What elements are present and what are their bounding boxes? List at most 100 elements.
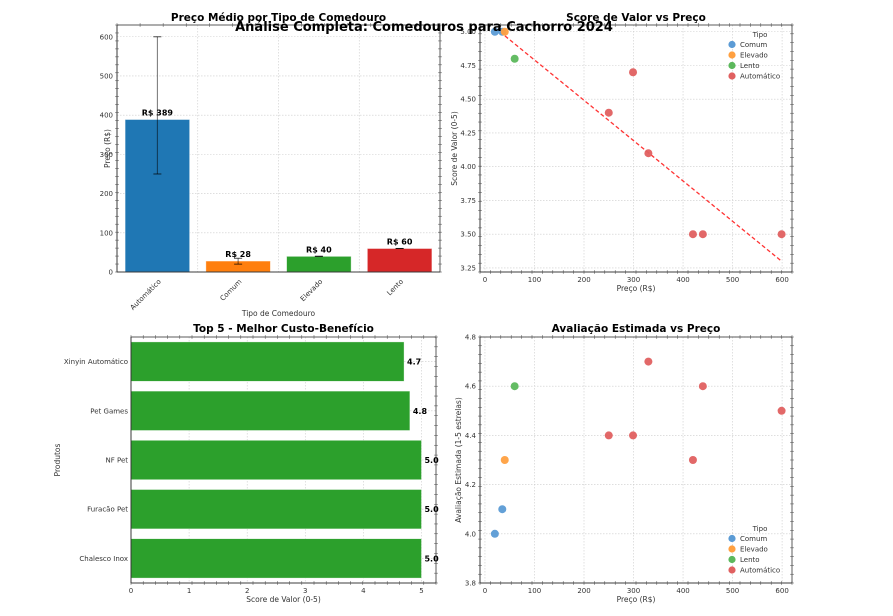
x-tick-label: 4 — [361, 587, 366, 595]
y-tick-label: 4.0 — [465, 530, 476, 538]
point-elevado — [500, 456, 509, 464]
y-tick-label: Chalesco Inox — [79, 555, 128, 563]
y-tick-label: 3.50 — [460, 231, 476, 239]
y-tick-label: 0 — [109, 269, 113, 277]
x-tick-label: 200 — [577, 276, 590, 284]
point-automático — [688, 456, 697, 464]
y-tick-label: 4.8 — [465, 334, 476, 342]
legend-marker-comum — [728, 534, 736, 543]
y-tick-label: 500 — [100, 72, 113, 80]
legend-marker-comum — [728, 40, 736, 49]
y-tick-label: 5.00 — [460, 28, 476, 36]
bar-elevado — [286, 255, 352, 273]
data-label: R$ 40 — [306, 245, 332, 254]
x-axis-label: Preço (R$) — [617, 284, 656, 293]
chart-top5-value: 0 1 2 3 4 5 4.7 Xinyin Automático 4.8 Pet Games 5.… — [53, 323, 439, 604]
y-tick-label: 4.6 — [465, 383, 477, 391]
y-tick-label: 3.8 — [465, 580, 476, 588]
x-tick-label: 5 — [419, 587, 423, 595]
chart-title: Score de Valor vs Preço — [566, 12, 706, 24]
point-automático — [604, 431, 613, 440]
hbar-nf-pet — [130, 440, 422, 480]
x-tick-label: 600 — [775, 276, 788, 284]
x-tick-label: 500 — [726, 276, 739, 284]
legend-label: Elevado — [740, 546, 768, 554]
legend-title: Tipo — [752, 525, 768, 533]
data-label: 5.0 — [424, 505, 439, 514]
x-tick-label: 100 — [528, 276, 541, 284]
x-tick-label: 400 — [676, 587, 689, 595]
point-automático — [777, 406, 786, 415]
y-tick-label: 4.75 — [460, 62, 476, 70]
legend-label: Lento — [740, 556, 760, 564]
y-tick-label: Furacão Pet — [87, 506, 128, 514]
y-tick-label: Xinyin Automático — [64, 358, 128, 366]
y-tick-label: 4.25 — [460, 129, 476, 137]
x-tick-label: 1 — [187, 587, 191, 595]
y-tick-label: 3.25 — [460, 264, 476, 272]
hbar-pet-games — [130, 390, 411, 431]
y-axis-label: Preço (R$) — [103, 129, 112, 168]
point-comum — [490, 27, 499, 36]
point-comum — [490, 529, 499, 538]
legend-label: Comum — [740, 41, 767, 49]
y-tick-label: 100 — [100, 229, 113, 237]
x-tick-label: 0 — [483, 276, 487, 284]
y-axis-label: Produtos — [53, 443, 62, 476]
legend-label: Elevado — [740, 52, 768, 60]
chart-title: Avaliação Estimada vs Preço — [552, 323, 721, 335]
x-tick-label: 300 — [627, 276, 640, 284]
x-tick-label: Comum — [219, 278, 244, 303]
data-label: 5.0 — [424, 554, 439, 563]
bar-lento — [366, 248, 433, 273]
point-lento — [510, 382, 519, 391]
figure-suptitle: Análise Completa: Comedouros para Cachor… — [235, 20, 613, 35]
data-label: R$ 389 — [142, 108, 174, 117]
trend-line — [494, 27, 783, 262]
x-tick-label: Automático — [129, 278, 163, 312]
chart-title: Preço Médio por Tipo de Comedouro — [171, 12, 386, 24]
legend-title: Tipo — [752, 31, 768, 39]
point-automático — [698, 382, 707, 391]
y-tick-label: 4.50 — [460, 96, 476, 104]
point-automático — [644, 357, 653, 366]
x-axis-label: Score de Valor (0-5) — [246, 595, 321, 604]
x-tick-label: 3 — [303, 587, 307, 595]
x-axis-label: Tipo de Comedouro — [241, 309, 316, 318]
legend-label: Lento — [740, 62, 760, 70]
hbar-xinyin-automático — [130, 341, 405, 382]
hbar-chalesco-inox — [130, 538, 422, 579]
y-tick-label: 3.75 — [460, 197, 476, 205]
y-tick-label: 200 — [100, 190, 113, 198]
x-tick-label: 100 — [528, 587, 541, 595]
legend-marker-automático — [728, 566, 736, 574]
x-tick-label: 0 — [129, 587, 133, 595]
chart-title: Top 5 - Melhor Custo-Benefício — [193, 323, 374, 335]
legend-marker-elevado — [728, 545, 736, 553]
y-tick-label: 4.00 — [460, 163, 476, 171]
y-tick-label: 4.4 — [465, 432, 477, 440]
legend-label: Automático — [740, 567, 780, 575]
hbar-furacão-pet — [130, 489, 422, 530]
x-tick-label: 0 — [483, 587, 487, 595]
x-tick-label: Lento — [386, 278, 405, 297]
point-automático — [777, 230, 786, 239]
y-tick-label: NF Pet — [105, 457, 128, 465]
point-automático — [644, 149, 653, 158]
point-automático — [604, 108, 613, 117]
y-tick-label: 300 — [100, 151, 113, 159]
x-tick-label: 500 — [726, 587, 739, 595]
x-axis-label: Preço (R$) — [617, 595, 656, 604]
data-label: 4.8 — [413, 407, 428, 416]
point-automático — [698, 230, 707, 239]
legend-label: Comum — [740, 535, 767, 543]
chart-rating-vs-price: 0 100 200 300 400 500 600 3.8 4.0 4.2 4.4 4.6 4.8 Tip… — [454, 323, 794, 604]
legend-label: Automático — [740, 73, 780, 81]
y-axis-label: Avaliação Estimada (1-5 estrelas) — [454, 397, 463, 523]
chart-value-vs-price: 0 100 200 300 400 500 600 3.25 3.50 3.75 4.00 4.25 4… — [450, 12, 794, 293]
data-label: 5.0 — [424, 456, 439, 465]
y-tick-label: 600 — [100, 33, 113, 41]
data-label: 4.7 — [407, 358, 421, 367]
legend-marker-lento — [728, 61, 736, 70]
x-tick-label: 300 — [627, 587, 640, 595]
